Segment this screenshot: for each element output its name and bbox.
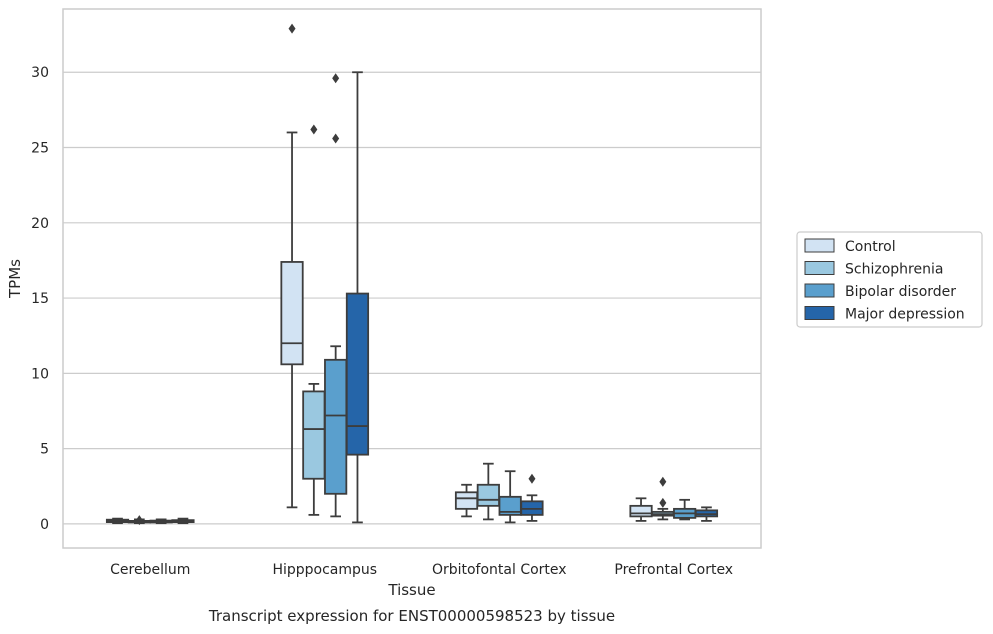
outlier-point [659, 476, 667, 487]
box-bipolar-disorder [498, 470, 522, 524]
box-control [105, 517, 130, 525]
box-iqr [302, 390, 326, 480]
outlier-point [288, 23, 296, 34]
box-iqr [280, 261, 304, 366]
x-axis-label: Tissue [387, 581, 435, 599]
chart-caption: Transcript expression for ENST0000059852… [208, 607, 615, 625]
legend-label: Control [845, 239, 896, 255]
legend-swatch [804, 261, 835, 275]
outlier-point [659, 497, 667, 508]
legend-frame [796, 231, 983, 328]
box-iqr [324, 358, 348, 495]
y-tick-labels: 0 5 10 15 20 25 30 [31, 65, 49, 533]
y-tick-label: 0 [40, 517, 49, 533]
box-iqr [629, 504, 653, 518]
box-control [280, 23, 304, 509]
box-bipolar-disorder [673, 498, 697, 521]
legend-label: Schizophrenia [845, 262, 943, 278]
y-tick-label: 5 [40, 442, 49, 458]
y-gridlines [63, 71, 761, 525]
x-tick-label: Cerebellum [110, 562, 190, 578]
box-major-depression [171, 517, 195, 525]
box-major-depression [694, 506, 719, 522]
box-schizophrenia [302, 124, 326, 516]
box-iqr [345, 292, 370, 456]
y-tick-label: 30 [31, 65, 49, 81]
legend-swatch [804, 283, 835, 298]
plot-frame [62, 8, 762, 549]
box-iqr [476, 483, 500, 507]
x-tick-label: Prefrontal Cortex [614, 562, 733, 578]
box-major-depression [520, 473, 544, 522]
legend-label: Major depression [845, 307, 965, 323]
legend-swatch [804, 238, 835, 253]
x-tick-label: Hipppocampus [272, 562, 377, 578]
y-tick-label: 25 [31, 141, 49, 157]
legend-swatch [804, 306, 835, 320]
outlier-point [310, 124, 318, 135]
y-tick-label: 20 [31, 216, 49, 232]
box-schizophrenia [476, 462, 500, 521]
box-control [629, 497, 653, 522]
outlier-point [528, 473, 536, 484]
outlier-point [332, 133, 340, 144]
outlier-point [332, 73, 340, 84]
box-control [454, 483, 479, 518]
box-bipolar-disorder [149, 518, 173, 525]
legend-label: Bipolar disorder [845, 284, 956, 300]
x-tick-labels: Cerebellum Hipppocampus Orbitofontal Corte… [110, 562, 733, 578]
x-tick-label: Orbitofontal Cortex [432, 562, 567, 578]
y-tick-label: 10 [31, 366, 49, 382]
outlier-point [135, 515, 143, 526]
box-major-depression [345, 71, 370, 524]
box-iqr [454, 491, 479, 510]
box-schizophrenia [651, 476, 675, 521]
y-axis-label: TPMs [6, 259, 24, 299]
box-bipolar-disorder [324, 73, 348, 518]
y-tick-label: 15 [31, 291, 49, 307]
box-plot-series [105, 23, 719, 526]
legend: Control Schizophrenia Bipolar disorder Majo… [796, 231, 983, 328]
